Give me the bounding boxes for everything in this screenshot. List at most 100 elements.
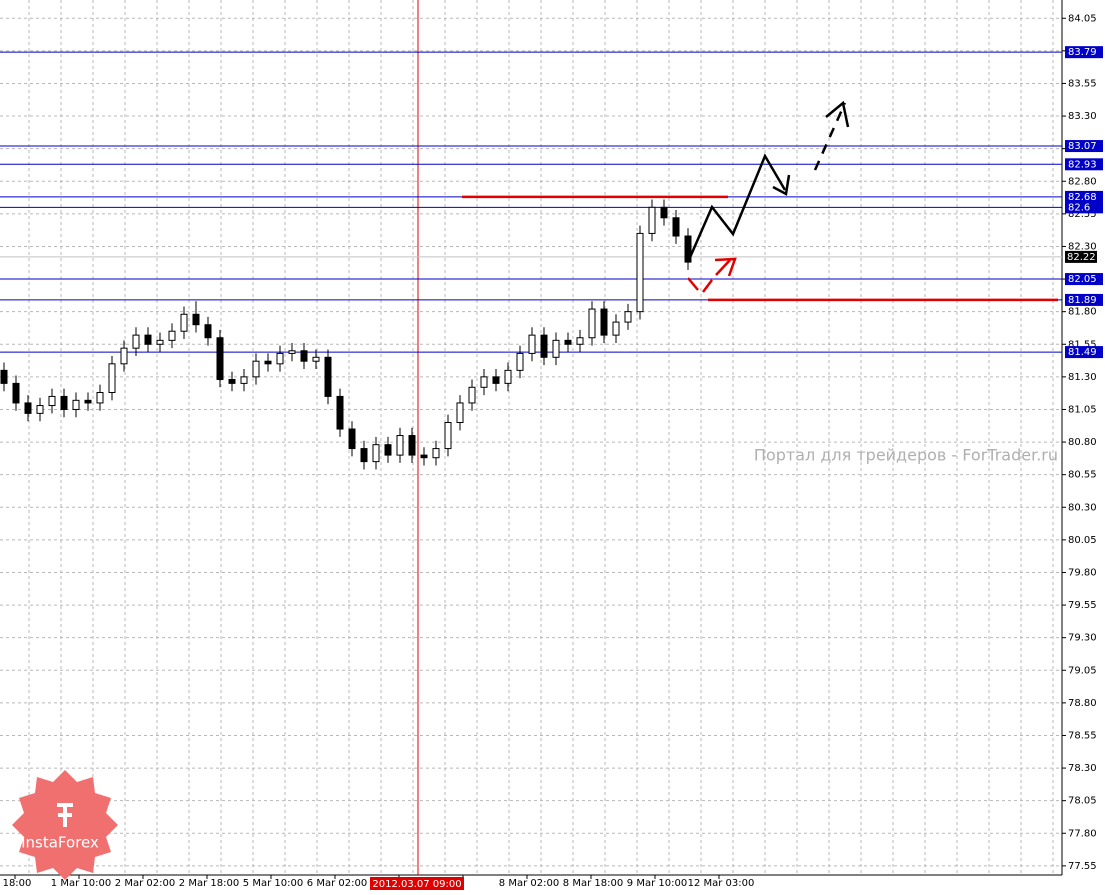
candle-body [492, 376, 500, 384]
candle-body [372, 444, 380, 463]
level-label: 81.89 [1068, 295, 1097, 306]
x-tick-label: 6 Mar 02:00 [307, 878, 367, 889]
logo-icon [57, 803, 73, 827]
candle-body [636, 232, 644, 313]
candle-body [276, 352, 284, 365]
level-label-box [1065, 190, 1103, 203]
y-tick-label: 82.80 [1068, 176, 1097, 187]
forecast-path [702, 279, 713, 293]
level-label: 82.6 [1068, 202, 1090, 213]
watermark: Портал для трейдеров - ForTrader.ru [754, 446, 1058, 465]
y-tick-label: 78.55 [1068, 730, 1097, 741]
y-tick-label: 78.80 [1068, 698, 1097, 709]
candle-body [564, 339, 572, 345]
y-tick-label: 81.05 [1068, 404, 1097, 415]
candle-body [288, 350, 296, 354]
candle-body [660, 206, 668, 219]
level-label-box [1065, 273, 1103, 286]
candle-body [72, 399, 80, 410]
candle-body [348, 428, 356, 450]
candle-body [24, 402, 32, 414]
current-price-label: 82.22 [1067, 252, 1096, 263]
candle-body [408, 435, 416, 456]
y-tick-label: 79.55 [1068, 600, 1097, 611]
candle-body [600, 308, 608, 336]
candle-body [204, 324, 212, 339]
level-label: 82.93 [1068, 159, 1097, 170]
y-tick-label: 82.55 [1068, 209, 1097, 220]
y-tick-label: 78.05 [1068, 796, 1097, 807]
level-label: 81.49 [1068, 347, 1097, 358]
candle-body [132, 334, 140, 349]
candle-body [468, 386, 476, 404]
x-tick-label: 5 Mar 10:00 [243, 878, 303, 889]
candle-body [48, 395, 56, 407]
candle-body [12, 382, 20, 404]
forecast-path [813, 102, 847, 171]
candle-body [360, 448, 368, 463]
logo-text: InstaForex [21, 834, 99, 852]
x-tick-label: 2 Mar 02:00 [115, 878, 175, 889]
candle-body [120, 347, 128, 365]
y-tick-label: 80.30 [1068, 502, 1097, 513]
y-tick-label: 80.80 [1068, 437, 1097, 448]
candle-body [264, 360, 272, 365]
candle-body [240, 376, 248, 384]
forecast-path [686, 153, 787, 263]
x-tick-label: 9 Mar 10:00 [627, 878, 687, 889]
level-label-box [1065, 140, 1103, 153]
candle-body [624, 311, 632, 323]
x-tick-label: 8 Mar 02:00 [499, 878, 559, 889]
candle-body [36, 405, 44, 414]
candle-body [396, 435, 404, 456]
level-label-box [1065, 158, 1103, 171]
candle-body [420, 454, 428, 459]
candle-body [384, 444, 392, 456]
forecast-path [687, 277, 699, 291]
x-tick-label: 18:00 [3, 878, 32, 889]
candle-body [252, 360, 260, 378]
candle-body [684, 235, 692, 263]
forecast-arrows [686, 100, 850, 293]
candle-body [180, 313, 188, 332]
candle-body [96, 392, 104, 404]
y-tick-label: 79.05 [1068, 665, 1097, 676]
marker-label: 2012.03.07 09:00 [372, 879, 461, 890]
candle-body [576, 337, 584, 345]
candle-body [540, 334, 548, 358]
y-tick-label: 81.80 [1068, 307, 1097, 318]
candle-body [456, 402, 464, 424]
candle-body [504, 369, 512, 384]
y-tick-label: 79.80 [1068, 567, 1097, 578]
y-tick-label: 77.80 [1068, 828, 1097, 839]
candle-body [588, 308, 596, 339]
y-tick-label: 83.30 [1068, 111, 1097, 122]
y-tick-label: 83.55 [1068, 78, 1097, 89]
candle-body [228, 378, 236, 384]
y-tick-label: 77.55 [1068, 861, 1097, 872]
candle-body [528, 334, 536, 354]
arrow-head [825, 100, 850, 128]
candle-body [192, 313, 200, 326]
candle-body [84, 399, 92, 404]
marker-label-box [370, 877, 464, 890]
candle-body [516, 352, 524, 371]
y-tick-label: 81.55 [1068, 339, 1097, 350]
candle-body [432, 448, 440, 459]
candle-body [324, 356, 332, 397]
candle-body [552, 339, 560, 358]
candle-body [336, 395, 344, 430]
level-label-box [1065, 201, 1103, 214]
y-tick-label: 82.30 [1068, 241, 1097, 252]
y-tick-label: 80.05 [1068, 535, 1097, 546]
y-tick-label: 79.30 [1068, 633, 1097, 644]
x-tick-label: 8 Mar 18:00 [563, 878, 623, 889]
y-tick-label: 80.55 [1068, 470, 1097, 481]
y-tick-label: 78.30 [1068, 763, 1097, 774]
logo: InstaForex [12, 770, 118, 880]
candle-body [612, 321, 620, 336]
candle-body [216, 337, 224, 380]
candle-body [672, 217, 680, 237]
x-tick-label: 2 Mar 18:00 [179, 878, 239, 889]
candle-body [312, 356, 320, 362]
